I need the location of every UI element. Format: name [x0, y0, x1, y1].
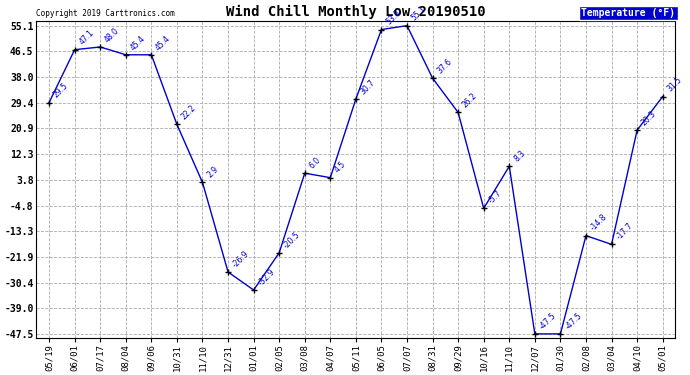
- Text: -14.8: -14.8: [589, 213, 609, 233]
- Text: -17.7: -17.7: [614, 221, 635, 242]
- Text: 47.1: 47.1: [77, 28, 96, 47]
- Text: Temperature (°F): Temperature (°F): [582, 8, 676, 18]
- Text: -26.9: -26.9: [231, 249, 251, 269]
- Text: 55.1: 55.1: [410, 4, 428, 23]
- Text: -47.5: -47.5: [563, 311, 584, 331]
- Text: -47.5: -47.5: [538, 311, 558, 331]
- Text: 22.2: 22.2: [179, 104, 198, 122]
- Text: 4.5: 4.5: [333, 160, 348, 175]
- Text: 6.0: 6.0: [308, 156, 322, 170]
- Text: Copyright 2019 Carttronics.com: Copyright 2019 Carttronics.com: [37, 9, 175, 18]
- Text: 45.4: 45.4: [128, 34, 147, 52]
- Text: 37.6: 37.6: [435, 57, 454, 75]
- Text: -20.5: -20.5: [282, 230, 302, 250]
- Text: 20.3: 20.3: [640, 109, 658, 128]
- Text: 2.9: 2.9: [205, 165, 220, 180]
- Text: 45.4: 45.4: [154, 34, 172, 52]
- Text: 30.7: 30.7: [359, 78, 377, 96]
- Text: 29.5: 29.5: [52, 81, 70, 100]
- Text: 53.8: 53.8: [384, 9, 402, 27]
- Text: 48.0: 48.0: [103, 26, 121, 44]
- Text: 26.2: 26.2: [461, 92, 479, 110]
- Title: Wind Chill Monthly Low 20190510: Wind Chill Monthly Low 20190510: [226, 4, 486, 19]
- Text: 31.5: 31.5: [665, 75, 684, 94]
- Text: 8.3: 8.3: [512, 148, 527, 164]
- Text: -32.9: -32.9: [257, 267, 277, 287]
- Text: -5.7: -5.7: [486, 189, 504, 206]
